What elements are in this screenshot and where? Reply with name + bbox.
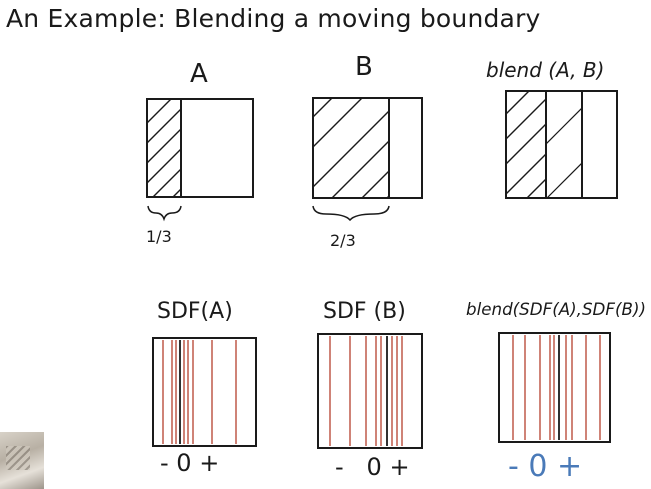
- panel-a-hatch: [147, 99, 181, 197]
- panel-sdf-b-label: SDF (B): [323, 299, 406, 324]
- panel-sdf-blend-box: [498, 332, 611, 443]
- panel-sdf-a: SDF(A) - 0 +: [152, 299, 257, 477]
- panel-sdf-blend-axis: - 0 +: [508, 449, 582, 484]
- slide-title: An Example: Blending a moving boundary: [6, 4, 541, 33]
- panel-a: A 1/3: [146, 59, 254, 246]
- panel-blend-label: blend (A, B): [486, 58, 604, 82]
- panel-sdf-a-box: [152, 337, 257, 447]
- panel-sdf-b-axis: - 0 +: [335, 453, 410, 481]
- panel-b: B 2/3: [312, 52, 423, 250]
- panel-a-annotation: 1/3: [146, 227, 172, 246]
- panel-a-brace: [147, 205, 182, 222]
- panel-blend-hatch-sparse: [546, 107, 582, 198]
- panel-sdf-a-axis: - 0 +: [160, 449, 219, 477]
- panel-sdf-b-contours: [329, 336, 403, 446]
- panel-sdf-a-label: SDF(A): [157, 299, 233, 324]
- speaker-thumbnail: [0, 432, 44, 489]
- panel-sdf-blend: blend(SDF(A),SDF(B)) - 0 +: [466, 300, 646, 484]
- panel-b-hatch: [313, 98, 389, 198]
- panel-sdf-blend-label: blend(SDF(A),SDF(B)): [466, 300, 646, 320]
- panel-b-box: [312, 97, 423, 199]
- panel-sdf-b: SDF (B) - 0 +: [317, 299, 423, 481]
- panel-blend-box: [505, 90, 618, 199]
- panel-b-brace: [312, 205, 390, 222]
- panel-blend: blend (A, B): [486, 58, 618, 199]
- panel-a-box: [146, 98, 254, 198]
- panel-blend-hatch-dense: [506, 91, 546, 198]
- panel-a-label: A: [190, 59, 208, 89]
- panel-b-annotation: 2/3: [330, 231, 356, 250]
- panel-sdf-blend-contours: [512, 335, 601, 440]
- panel-sdf-a-contours: [162, 340, 237, 444]
- panel-b-label: B: [355, 52, 373, 82]
- panel-sdf-b-box: [317, 333, 423, 449]
